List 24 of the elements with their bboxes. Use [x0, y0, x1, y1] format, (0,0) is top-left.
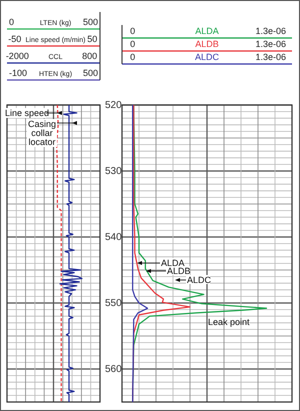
text: 0 [130, 26, 136, 36]
text: 1.3e-06 [255, 26, 286, 36]
text: 500 [82, 17, 98, 27]
annotation: Line speed [5, 108, 50, 118]
annotation: Casing collar locator [28, 119, 56, 147]
annotation: ALDC [187, 275, 212, 285]
annotation: ALDB [167, 266, 191, 276]
y-tick-label: 560 [105, 364, 122, 376]
y-tick-label: 530 [105, 166, 122, 178]
y-tick-label: 520 [105, 100, 122, 112]
y-tick-label: 540 [105, 232, 122, 244]
x-tick-label: 50 [87, 34, 98, 44]
text: ALDA [195, 26, 219, 36]
x-tick-label: -50 [8, 34, 22, 44]
x2-tick-label: 800 [82, 51, 98, 61]
text: -100 [9, 68, 28, 78]
annotation: Leak point [208, 317, 250, 327]
x2-tick-label: -2000 [6, 51, 29, 61]
text: 500 [82, 68, 98, 78]
text: ALDB [195, 39, 219, 49]
annotation: ALDA [161, 258, 185, 268]
text: ALDC [194, 52, 220, 62]
y-tick-label: 550 [105, 298, 122, 310]
text: 0 [9, 17, 14, 27]
